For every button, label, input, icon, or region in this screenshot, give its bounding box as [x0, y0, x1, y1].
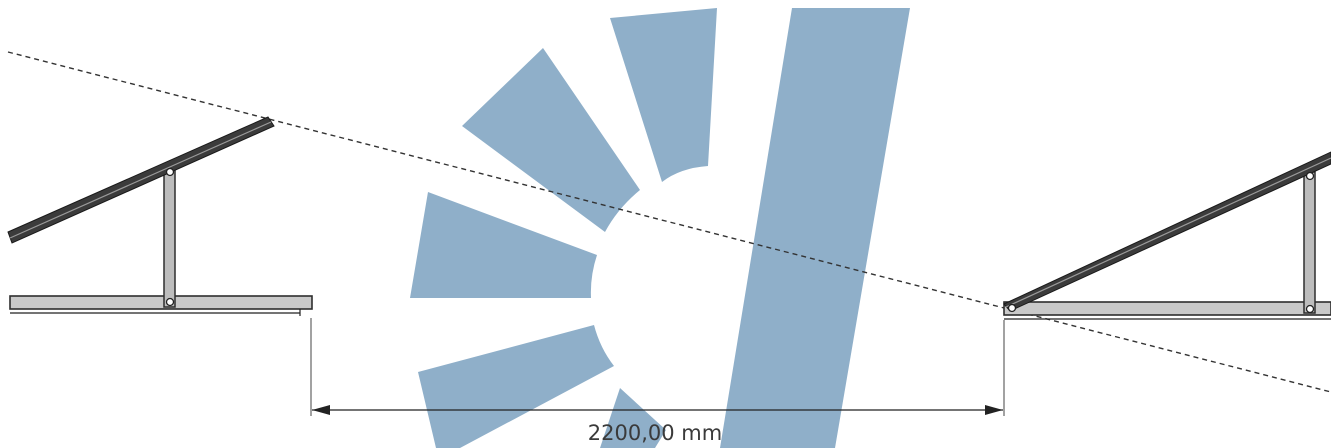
right-mount-bolt-top	[1305, 171, 1315, 181]
left-mount-base-rail	[9, 295, 313, 310]
right-mount-panel-rail-highlight	[1005, 157, 1331, 308]
logo-watermark	[410, 8, 910, 448]
watermark-bar	[720, 8, 910, 448]
dashed-shadow-line	[7, 51, 1331, 393]
watermark-petal-upper-left	[462, 48, 640, 232]
watermark-petal-lower-left	[418, 325, 614, 448]
dimension-arrowhead-left	[312, 405, 330, 415]
left-mount-bolt-top	[165, 167, 175, 177]
right-mount-bolt-front	[1007, 303, 1017, 313]
left-mount-bolt-bottom	[165, 297, 175, 307]
right-mount-bolt-bottom	[1305, 304, 1315, 314]
dimension-arrowhead-right	[985, 405, 1003, 415]
watermark-petal-left	[410, 192, 597, 298]
watermark-petal-bottom	[600, 388, 666, 448]
dimension-annotation: 2200,00 mm	[310, 318, 1005, 445]
right-mount-base-rail	[1003, 301, 1331, 316]
left-mount-frame	[7, 116, 313, 316]
watermark-petal-top	[610, 8, 717, 182]
dimension-label: 2200,00 mm	[588, 421, 722, 445]
right-mount-panel-rail	[1003, 151, 1331, 312]
right-mount-frame	[1003, 151, 1331, 320]
right-mount-vertical-leg	[1303, 171, 1316, 314]
left-mount-panel-rail-highlight	[9, 121, 272, 239]
left-mount-vertical-leg	[163, 169, 176, 308]
